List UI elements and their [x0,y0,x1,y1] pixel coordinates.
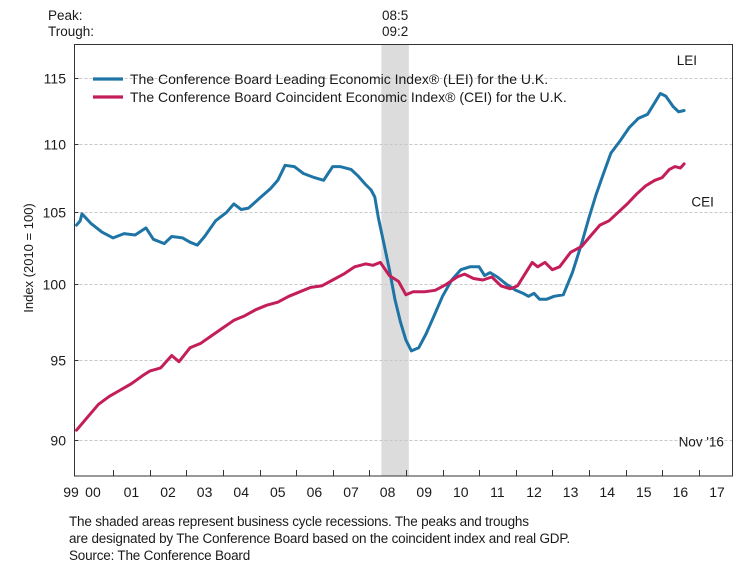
legend-label-lei: The Conference Board Leading Economic In… [130,71,548,87]
x-axis-ticks: 99 00 01 02 03 04 05 06 07 08 09 10 11 12 13 14 15 16 17 [63,470,725,500]
x-tick-label: 10 [453,484,469,500]
annotation-nov-16: Nov '16 [679,435,724,450]
x-tick-label: 14 [599,484,615,500]
x-tick-label: 13 [563,484,579,500]
x-tick-label: 00 [85,484,101,500]
y-axis-title: Index (2010 = 100) [21,203,36,313]
y-tick-label: 95 [50,353,66,369]
recession-peak-label: 08:5 [382,8,408,23]
footnote-line-2: are designated by The Conference Board b… [69,531,570,546]
recession-trough-header: Trough: [48,24,94,39]
y-tick-label: 105 [43,205,67,221]
x-tick-label: 16 [673,484,689,500]
y-tick-label: 115 [44,71,67,87]
recession-peak-header: Peak: [48,8,83,23]
recession-layer [381,44,409,476]
annotation-layer: LEI CEI Nov '16 [677,53,724,449]
y-tick-label: 90 [50,433,66,449]
footnote: The shaded areas represent business cycl… [69,513,570,564]
recession-labels: 08:509:2 [382,8,408,39]
x-tick-label: 12 [526,484,542,500]
x-tick-label: 99 [63,484,79,500]
x-tick-label: 11 [490,484,505,500]
x-tick-label: 07 [343,484,359,500]
recession-band [381,44,409,476]
axes [74,44,733,477]
x-tick-label: 17 [709,484,725,500]
x-tick-label: 06 [307,484,323,500]
legend-label-cei: The Conference Board Coincident Economic… [130,89,567,105]
y-axis-ticks: 90 95 100 105 110 115 [43,71,79,449]
y-tick-label: 110 [44,137,67,153]
x-tick-label: 04 [233,484,249,500]
x-tick-label: 05 [270,484,286,500]
x-tick-label: 15 [636,484,652,500]
x-tick-label: 08 [380,484,396,500]
x-tick-label: 09 [416,484,432,500]
series-line-lei [75,92,686,353]
x-tick-label: 02 [160,484,176,500]
x-tick-label: 03 [197,484,213,500]
footnote-source: Source: The Conference Board [69,548,251,563]
annotation-lei: LEI [677,53,697,68]
recession-trough-label: 09:2 [382,24,408,39]
legend: The Conference Board Leading Economic In… [93,71,567,105]
series-line-cei [75,162,686,432]
plot-frame [74,44,733,477]
series-layer [75,92,686,432]
x-tick-label: 01 [124,484,140,500]
y-tick-label: 100 [43,277,67,293]
footnote-line-1: The shaded areas represent business cycl… [69,514,529,529]
annotation-cei: CEI [691,195,714,210]
